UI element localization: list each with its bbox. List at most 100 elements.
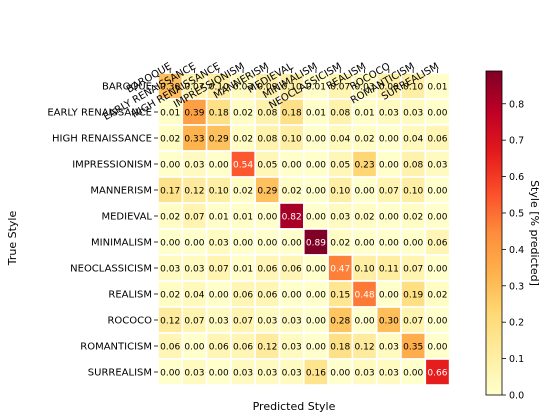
cell-value-label: 0.00 <box>282 161 302 171</box>
cell-value-label: 0.00 <box>379 239 399 249</box>
x-axis-label: Predicted Style <box>253 400 336 413</box>
cell-value-label: 0.48 <box>355 291 375 301</box>
heatmap-cell <box>254 98 281 126</box>
cell-value-label: 0.02 <box>160 291 180 301</box>
cell-value-label: 0.06 <box>257 291 277 301</box>
cell-value-label: 0.00 <box>257 239 277 249</box>
heatmap-cell <box>302 124 329 152</box>
y-tick-label: EARLY RENAISSANCE <box>47 108 152 119</box>
cell-value-label: 0.00 <box>184 343 204 353</box>
cell-value-label: 0.03 <box>355 83 375 93</box>
cell-value-label: 0.10 <box>403 83 423 93</box>
y-tick-label: MEDIEVAL <box>101 212 152 223</box>
cell-value-label: 0.00 <box>306 343 326 353</box>
heatmap-cell <box>424 228 451 256</box>
cell-value-label: 0.07 <box>379 187 399 197</box>
heatmap-cell <box>230 254 256 282</box>
cell-value-label: 0.18 <box>209 109 229 119</box>
heatmap-cell <box>327 332 354 360</box>
cell-value-label: 0.00 <box>403 239 423 249</box>
heatmap-cell <box>157 332 184 360</box>
cell-value-label: 0.03 <box>403 109 423 119</box>
heatmap-cell <box>181 280 208 308</box>
heatmap-cell <box>302 280 329 308</box>
cell-value-label: 0.00 <box>379 135 399 145</box>
cell-value-label: 0.00 <box>427 109 447 119</box>
cell-value-label: 0.00 <box>306 187 326 197</box>
cell-value-label: 0.00 <box>160 161 180 171</box>
y-tick-label: MANNERISM <box>90 186 152 197</box>
colorbar-tick-label: 0.3 <box>509 281 524 292</box>
cell-value-label: 0.02 <box>233 187 253 197</box>
cell-value-label: 0.00 <box>209 369 229 379</box>
heatmap-cell <box>400 176 427 204</box>
colorbar-ticks: 0.0 0.1 0.2 0.3 0.4 0.5 0.6 0.7 0.8 <box>502 99 524 402</box>
cell-value-label: 0.10 <box>209 83 229 93</box>
cell-value-label: 0.18 <box>330 343 350 353</box>
y-tick-label: MINIMALISM <box>91 238 152 249</box>
colorbar-tick-label: 0.4 <box>509 245 524 256</box>
y-tick-label: IMPRESSIONISM <box>72 160 152 171</box>
heatmap-cell <box>181 358 208 386</box>
cell-value-label: 0.00 <box>427 187 447 197</box>
cell-value-label: 0.11 <box>379 265 399 275</box>
heatmap-cell <box>302 228 329 256</box>
cell-value-label: 0.00 <box>209 291 229 301</box>
cell-value-label: 0.00 <box>330 369 350 379</box>
cell-value-label: 0.02 <box>355 213 375 223</box>
colorbar-label: Style [% predicted] <box>528 180 541 286</box>
cell-value-label: 0.00 <box>209 161 229 171</box>
heatmap-cell <box>400 98 427 126</box>
cell-value-label: 0.09 <box>257 83 277 93</box>
cell-value-label: 0.12 <box>160 317 180 327</box>
cell-value-label: 0.03 <box>233 83 253 93</box>
cell-value-label: 0.18 <box>282 109 302 119</box>
y-tick-label: HIGH RENAISSANCE <box>52 134 152 145</box>
cell-value-label: 0.03 <box>257 369 277 379</box>
cell-value-label: 0.01 <box>233 265 253 275</box>
cell-value-label: 0.03 <box>184 369 204 379</box>
cell-value-label: 0.06 <box>233 291 253 301</box>
cell-value-label: 0.07 <box>184 213 204 223</box>
cell-value-label: 0.03 <box>282 317 302 327</box>
cell-value-label: 0.03 <box>160 265 180 275</box>
cell-value-label: 0.01 <box>355 109 375 119</box>
heatmap-cell <box>302 254 329 282</box>
cell-value-label: 0.02 <box>233 135 253 145</box>
heatmap-cell <box>181 332 208 360</box>
cell-value-label: 0.04 <box>330 135 350 145</box>
cell-value-label: 0.00 <box>306 135 326 145</box>
cell-value-label: 0.00 <box>306 317 326 327</box>
cell-value-label: 0.33 <box>184 135 204 145</box>
heatmap-cell <box>424 358 451 386</box>
cell-value-label: 0.10 <box>403 187 423 197</box>
heatmap-cell <box>424 124 451 152</box>
cell-value-label: 0.02 <box>330 239 350 249</box>
cell-value-label: 0.10 <box>330 187 350 197</box>
cell-value-label: 0.02 <box>427 291 447 301</box>
heatmap-cell <box>327 202 354 230</box>
cell-value-label: 0.03 <box>282 369 302 379</box>
heatmap-cell <box>424 254 451 282</box>
cell-value-label: 0.00 <box>355 187 375 197</box>
cell-value-label: 0.00 <box>306 265 326 275</box>
cell-value-label: 0.17 <box>160 187 180 197</box>
cell-value-label: 0.05 <box>257 161 277 171</box>
heatmap-cell <box>254 228 281 256</box>
cell-value-label: 0.01 <box>160 109 180 119</box>
cell-value-label: 0.00 <box>282 291 302 301</box>
cell-value-label: 0.02 <box>282 187 302 197</box>
cell-value-label: 0.10 <box>209 187 229 197</box>
cell-value-label: 0.02 <box>403 213 423 223</box>
cell-value-label: 0.03 <box>427 161 447 171</box>
cell-value-label: 0.02 <box>355 135 375 145</box>
cell-value-label: 0.03 <box>379 109 399 119</box>
cell-value-label: 0.28 <box>330 317 350 327</box>
cell-value-label: 0.30 <box>379 317 399 327</box>
y-tick-label: ROCOCO <box>107 316 152 327</box>
cell-value-label: 0.01 <box>209 213 229 223</box>
cell-value-label: 0.07 <box>184 317 204 327</box>
heatmap-cell <box>375 228 402 256</box>
heatmap-cell <box>400 332 427 360</box>
